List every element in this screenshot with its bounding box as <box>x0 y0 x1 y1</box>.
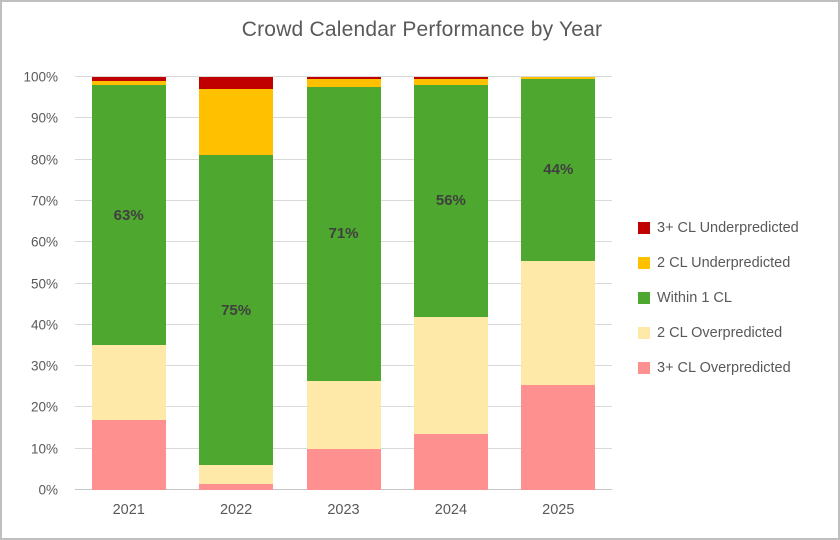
bar-segment-3-cl-underpredicted <box>413 77 488 80</box>
bar-segment-2-cl-underpredicted <box>91 81 166 86</box>
legend-label: 3+ CL Underpredicted <box>657 219 799 236</box>
legend-swatch-icon <box>638 326 650 339</box>
x-axis-tick-labels: 2021 2022 2023 2024 2025 <box>75 502 612 524</box>
bar-2022: 75% <box>199 77 274 490</box>
bar-segment-3-cl-overpredicted <box>306 448 381 490</box>
y-axis-tick-label: 20% <box>30 399 58 415</box>
bar-segment-3-cl-overpredicted <box>521 384 596 490</box>
y-axis-tick-label: 70% <box>30 193 58 209</box>
legend-item-2-cl-overpredicted: 2 CL Overpredicted <box>638 315 799 350</box>
bar-segment-2-cl-overpredicted <box>521 260 596 385</box>
bar-segment-2-cl-underpredicted <box>199 89 274 156</box>
bar-2024: 56% <box>413 77 488 490</box>
y-axis-tick-label: 0% <box>38 482 58 498</box>
legend-swatch-icon <box>638 256 650 269</box>
legend-swatch-icon <box>638 361 650 374</box>
legend: 3+ CL Underpredicted 2 CL Underpredicted W… <box>638 210 799 385</box>
bar-2023: 71% <box>306 77 381 490</box>
gridline-100 <box>75 76 612 77</box>
legend-label: 2 CL Overpredicted <box>657 324 783 341</box>
bar-segment-3-cl-underpredicted <box>91 77 166 82</box>
legend-swatch-icon <box>638 221 650 234</box>
chart-title: Crowd Calendar Performance by Year <box>241 18 603 41</box>
bar-segment-2-cl-overpredicted <box>199 465 274 484</box>
bar-segment-2-cl-underpredicted <box>413 79 488 86</box>
y-axis-tick-labels: 0% 10% 20% 30% 40% 50% 60% 70% 80% 90% 100% <box>2 70 64 498</box>
bar-2025: 44% <box>521 77 596 490</box>
bar-data-label: 56% <box>435 192 466 210</box>
bar-segment-3-cl-overpredicted <box>413 434 488 490</box>
bar-segment-2-cl-underpredicted <box>306 79 381 88</box>
x-axis-tick-label: 2021 <box>112 502 145 518</box>
bar-segment-2-cl-underpredicted <box>521 77 596 80</box>
bar-segment-2-cl-overpredicted <box>413 316 488 435</box>
bar-segment-within-1-cl: 63% <box>91 85 166 346</box>
legend-item-2-cl-underpredicted: 2 CL Underpredicted <box>638 245 799 280</box>
legend-item-3-cl-overpredicted: 3+ CL Overpredicted <box>638 350 799 385</box>
y-axis-tick-label: 30% <box>30 358 58 374</box>
y-axis-tick-label: 50% <box>30 276 58 291</box>
bar-data-label: 63% <box>113 206 144 224</box>
x-axis-tick-label: 2025 <box>542 502 575 518</box>
bar-segment-3-cl-underpredicted <box>199 77 274 90</box>
bar-segment-within-1-cl: 44% <box>521 79 596 261</box>
bar-segment-within-1-cl: 75% <box>199 155 274 466</box>
bar-data-label: 44% <box>543 161 574 179</box>
bar-2021: 63% <box>91 77 166 490</box>
bar-data-label: 71% <box>328 225 359 243</box>
bar-segment-3-cl-underpredicted <box>306 77 381 80</box>
legend-label: Within 1 CL <box>657 289 732 306</box>
x-axis-tick-label: 2022 <box>219 502 253 518</box>
plot-area: 63% 75% 71% 56% 44% <box>75 76 612 490</box>
bar-segment-3-cl-overpredicted <box>199 483 274 490</box>
legend-item-3-cl-underpredicted: 3+ CL Underpredicted <box>638 210 799 245</box>
y-axis-tick-label: 80% <box>30 152 58 168</box>
bar-segment-2-cl-overpredicted <box>91 345 166 420</box>
y-axis-tick-label: 60% <box>30 234 58 250</box>
legend-label: 3+ CL Overpredicted <box>657 359 791 376</box>
legend-item-within-1-cl: Within 1 CL <box>638 280 799 315</box>
bar-data-label: 75% <box>221 301 252 319</box>
bar-segment-3-cl-overpredicted <box>91 419 166 490</box>
legend-swatch-icon <box>638 291 650 304</box>
bar-segment-2-cl-overpredicted <box>306 380 381 449</box>
x-axis-tick-label: 2024 <box>434 502 468 518</box>
y-axis-tick-label: 40% <box>30 317 58 333</box>
y-axis-tick-label: 90% <box>30 110 58 126</box>
legend-label: 2 CL Underpredicted <box>657 254 791 271</box>
bar-segment-within-1-cl: 71% <box>306 87 381 381</box>
y-axis-tick-label: 100% <box>23 69 58 85</box>
x-axis-tick-label: 2023 <box>327 502 360 518</box>
y-axis-tick-label: 10% <box>30 441 58 457</box>
bar-segment-within-1-cl: 56% <box>413 85 488 317</box>
